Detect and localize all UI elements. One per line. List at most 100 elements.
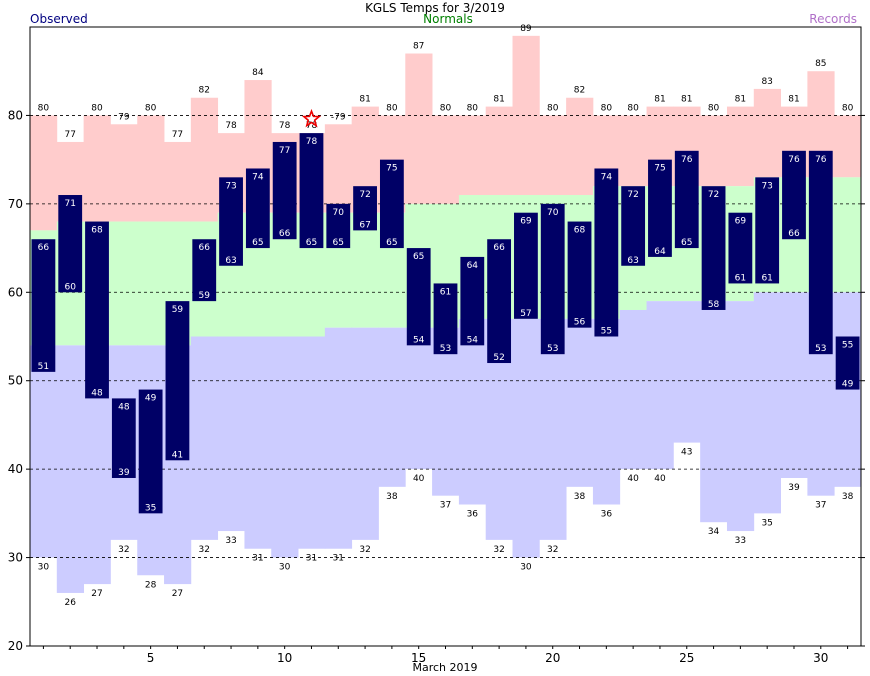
observed-bar (782, 150, 806, 240)
x-tick-label: 30 (813, 651, 828, 665)
observed-bar (165, 301, 190, 461)
low-temp-label: 63 (627, 256, 638, 266)
high-temp-label: 68 (91, 226, 103, 236)
record-low-band (271, 336, 299, 558)
observed-bar (460, 256, 485, 346)
record-low-label: 27 (172, 589, 183, 599)
record-low-label: 37 (440, 501, 451, 511)
high-temp-label: 72 (359, 190, 370, 200)
observed-bar (728, 212, 753, 284)
high-temp-label: 55 (842, 341, 853, 351)
record-high-label: 78 (279, 121, 291, 131)
record-high-label: 80 (547, 103, 559, 113)
observed-bar (326, 203, 351, 249)
legend-records: Records (809, 12, 857, 26)
chart-title: KGLS Temps for 3/2019 (365, 1, 505, 15)
record-high-label: 81 (788, 95, 799, 105)
record-low-label: 32 (118, 545, 129, 555)
x-tick-label: 5 (147, 651, 155, 665)
record-high-label: 84 (252, 68, 264, 78)
low-temp-label: 65 (252, 238, 263, 248)
observed-bar (433, 283, 458, 355)
record-low-label: 33 (735, 536, 746, 546)
record-low-band (753, 292, 781, 514)
record-high-band (405, 53, 433, 204)
low-temp-label: 56 (574, 318, 586, 328)
record-high-label: 77 (64, 130, 75, 140)
record-high-band (458, 115, 487, 196)
record-high-label: 80 (842, 103, 854, 113)
record-low-band (298, 336, 326, 549)
observed-bar (701, 186, 726, 310)
high-temp-label: 75 (654, 164, 665, 174)
record-low-label: 30 (520, 563, 532, 573)
y-tick-label: 40 (8, 462, 23, 476)
high-temp-label: 66 (38, 243, 50, 253)
low-temp-label: 54 (413, 335, 425, 345)
record-high-label: 78 (225, 121, 237, 131)
observed-bar (621, 186, 646, 266)
record-high-label: 87 (413, 42, 424, 52)
record-high-label: 89 (520, 24, 532, 34)
low-temp-label: 61 (735, 273, 746, 283)
observed-bar (540, 203, 565, 355)
high-temp-label: 59 (172, 305, 184, 315)
high-temp-label: 76 (681, 155, 693, 165)
record-low-label: 31 (333, 554, 344, 564)
record-low-band (405, 327, 433, 470)
record-low-band (700, 301, 728, 523)
observed-bar (808, 150, 833, 355)
record-low-label: 36 (601, 510, 613, 520)
low-temp-label: 61 (761, 273, 772, 283)
record-low-band (592, 318, 621, 505)
high-temp-label: 72 (627, 190, 638, 200)
observed-bar (567, 221, 592, 328)
high-temp-label: 70 (333, 208, 345, 218)
record-high-label: 80 (708, 103, 720, 113)
low-temp-label: 35 (145, 503, 156, 513)
low-temp-label: 53 (815, 344, 826, 354)
record-high-label: 78 (306, 121, 318, 131)
x-tick-label: 15 (411, 651, 426, 665)
y-tick-label: 70 (8, 197, 23, 211)
record-low-label: 26 (64, 598, 76, 608)
record-high-label: 80 (145, 103, 157, 113)
low-temp-label: 66 (279, 229, 291, 239)
low-temp-label: 51 (38, 362, 49, 372)
low-temp-label: 66 (788, 229, 800, 239)
low-temp-label: 53 (547, 344, 558, 354)
record-low-label: 30 (38, 563, 50, 573)
low-temp-label: 64 (654, 247, 666, 257)
high-temp-label: 69 (520, 217, 532, 227)
high-temp-label: 64 (467, 261, 479, 271)
low-temp-label: 55 (601, 327, 612, 337)
normal-band (110, 221, 138, 346)
record-low-band (378, 327, 406, 487)
record-high-band (164, 141, 192, 222)
high-temp-label: 65 (413, 252, 424, 262)
normal-band (137, 221, 165, 346)
record-high-label: 82 (199, 86, 210, 96)
record-low-band (726, 301, 755, 532)
high-temp-label: 78 (306, 137, 318, 147)
record-high-label: 81 (654, 95, 665, 105)
record-high-label: 80 (440, 103, 452, 113)
observed-bar (406, 248, 431, 346)
record-low-label: 32 (493, 545, 504, 555)
low-temp-label: 65 (333, 238, 344, 248)
record-low-band (351, 327, 379, 540)
record-low-label: 36 (467, 510, 479, 520)
low-temp-label: 48 (91, 388, 103, 398)
record-low-label: 31 (252, 554, 263, 564)
record-high-label: -79 (331, 112, 346, 122)
high-temp-label: 71 (64, 199, 75, 209)
y-tick-label: 30 (8, 551, 23, 565)
record-star-icon (301, 108, 322, 128)
record-low-label: 34 (708, 527, 720, 537)
record-low-label: 40 (627, 474, 639, 484)
record-high-band (619, 115, 647, 187)
observed-bar (594, 168, 619, 337)
low-temp-label: 67 (359, 220, 370, 230)
record-low-label: 32 (359, 545, 370, 555)
